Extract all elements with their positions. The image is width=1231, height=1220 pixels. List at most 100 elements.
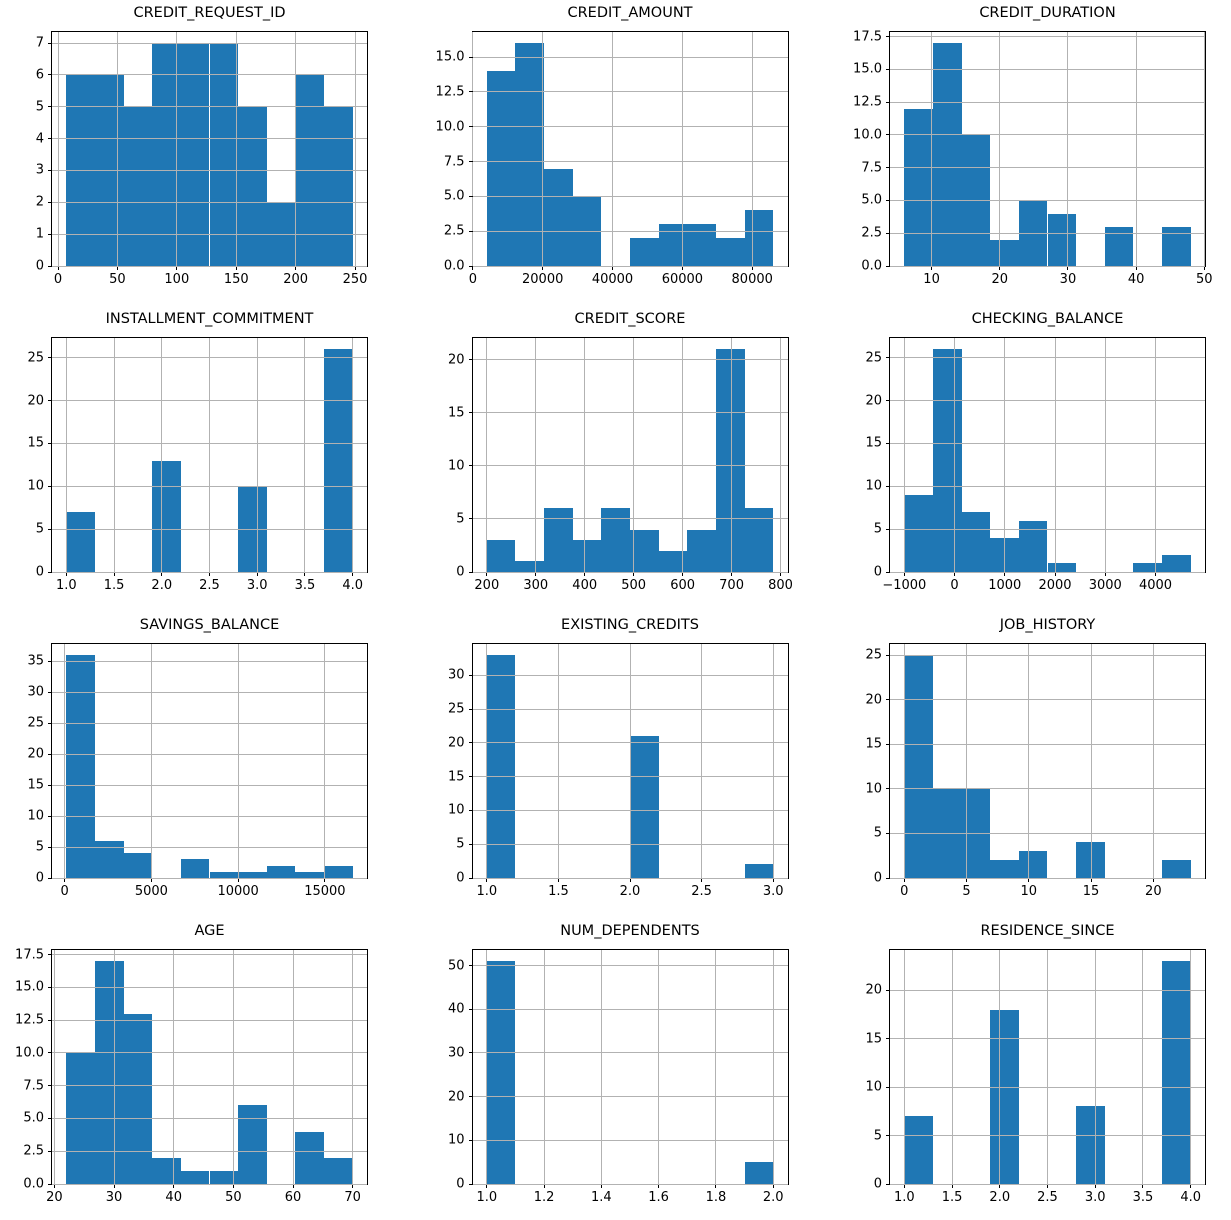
y-tick-label: 1 <box>35 226 44 242</box>
histogram-bar <box>486 71 516 266</box>
y-tick-label: 12.5 <box>853 94 882 110</box>
y-tick-label: 35 <box>27 653 44 669</box>
subplot-savings-balance: SAVINGS_BALANCE 0 5000 10000 15000 0 5 10 15 20 2… <box>27 617 368 898</box>
x-tick-mark <box>292 1184 294 1188</box>
histogram-bar <box>1047 563 1077 572</box>
gridline-horizontal <box>52 1085 367 1087</box>
y-tick-mark <box>48 691 52 693</box>
gridline-vertical <box>584 338 586 572</box>
x-tick-label: 200 <box>283 272 309 287</box>
x-tick-label: 2.5 <box>1037 1190 1058 1205</box>
histogram-bar <box>961 512 991 572</box>
chart-title: INSTALLMENT_COMMITMENT <box>105 311 314 327</box>
histogram-bar <box>1133 563 1163 572</box>
histogram-bar <box>1076 842 1105 878</box>
histogram-bar <box>324 1157 353 1184</box>
histogram-bar <box>990 860 1019 878</box>
y-tick-mark <box>886 877 890 879</box>
gridline-vertical <box>232 950 234 1184</box>
chart-title: AGE <box>194 923 225 939</box>
gridline-vertical <box>486 338 488 572</box>
y-tick-mark <box>468 965 473 966</box>
x-tick-label: 2.5 <box>691 884 712 899</box>
gridline-horizontal <box>52 846 367 848</box>
x-tick-mark <box>486 1184 488 1188</box>
chart-title: CREDIT_DURATION <box>979 5 1116 21</box>
x-tick-mark <box>324 878 326 882</box>
x-tick-mark <box>999 266 1001 270</box>
x-tick-mark <box>472 266 474 270</box>
x-tick-label: 60000 <box>661 272 704 287</box>
y-tick-mark <box>48 1183 52 1185</box>
gridline-vertical <box>1142 950 1144 1184</box>
gridline-horizontal <box>890 232 1205 234</box>
gridline-vertical <box>176 32 178 266</box>
y-tick-mark <box>886 442 890 444</box>
y-tick-mark <box>48 106 52 108</box>
gridline-horizontal <box>52 986 367 988</box>
gridline-vertical <box>966 644 968 878</box>
chart-title: EXISTING_CREDITS <box>561 617 699 633</box>
gridline-horizontal <box>890 528 1205 530</box>
histogram-bar <box>744 864 774 878</box>
x-tick-label: 10000 <box>217 884 259 899</box>
x-tick-label: 500 <box>621 578 647 593</box>
x-tick-mark <box>304 572 306 576</box>
x-tick-mark <box>633 572 635 576</box>
x-tick-mark <box>658 1184 660 1188</box>
gridline-horizontal <box>890 832 1205 834</box>
gridline-vertical <box>701 644 703 878</box>
x-tick-mark <box>237 878 239 882</box>
x-tick-mark <box>535 572 537 576</box>
gridline-vertical <box>472 32 474 266</box>
x-tick-mark <box>209 572 210 576</box>
x-tick-label: 1.0 <box>893 1190 915 1205</box>
x-tick-label: 10 <box>1020 884 1038 899</box>
x-tick-label: 50 <box>109 272 126 287</box>
y-tick-label: 0 <box>873 870 882 886</box>
gridline-horizontal <box>52 485 367 487</box>
y-tick-label: 5 <box>35 521 44 537</box>
gridline-horizontal <box>472 1096 788 1098</box>
x-tick-label: 40 <box>1127 272 1145 287</box>
gridline-vertical <box>557 644 559 878</box>
gridline-horizontal <box>52 233 367 235</box>
x-tick-mark <box>1104 572 1106 576</box>
gridline-horizontal <box>52 784 367 786</box>
y-tick-mark <box>48 442 52 444</box>
y-tick-label: 0 <box>873 564 882 580</box>
gridline-vertical <box>173 950 175 1184</box>
gridline-vertical <box>161 338 163 572</box>
x-tick-mark <box>1028 878 1030 882</box>
gridline-horizontal <box>472 1183 788 1185</box>
x-tick-label: 20 <box>46 1190 63 1205</box>
y-tick-label: 20 <box>447 1089 465 1105</box>
histogram-bar <box>630 529 659 572</box>
histogram-bar <box>180 1170 210 1184</box>
gridline-vertical <box>57 32 59 266</box>
gridline-vertical <box>116 32 118 266</box>
x-tick-mark <box>161 572 163 576</box>
gridline-vertical <box>1067 32 1069 266</box>
y-tick-mark <box>886 654 890 656</box>
histogram-bar <box>123 1013 153 1184</box>
chart-title: CREDIT_SCORE <box>574 311 686 327</box>
histogram-bar <box>630 736 659 878</box>
y-tick-mark <box>468 708 473 710</box>
y-tick-mark <box>886 832 890 834</box>
gridline-vertical <box>1152 644 1154 878</box>
y-tick-label: 25 <box>27 350 44 366</box>
gridline-vertical <box>235 32 237 266</box>
gridline-vertical <box>1004 338 1006 572</box>
histogram-bar <box>486 961 516 1184</box>
histogram-bar <box>486 540 516 572</box>
y-tick-label: 10.0 <box>15 1045 44 1061</box>
x-tick-label: 20 <box>991 272 1009 287</box>
gridline-vertical <box>113 950 115 1184</box>
y-tick-label: 20 <box>27 393 44 409</box>
y-tick-label: 0.0 <box>23 1176 44 1192</box>
y-tick-label: 12.5 <box>435 84 465 100</box>
y-tick-label: 15 <box>447 405 465 421</box>
y-tick-label: 10 <box>865 781 882 797</box>
histogram-bar <box>180 43 210 266</box>
